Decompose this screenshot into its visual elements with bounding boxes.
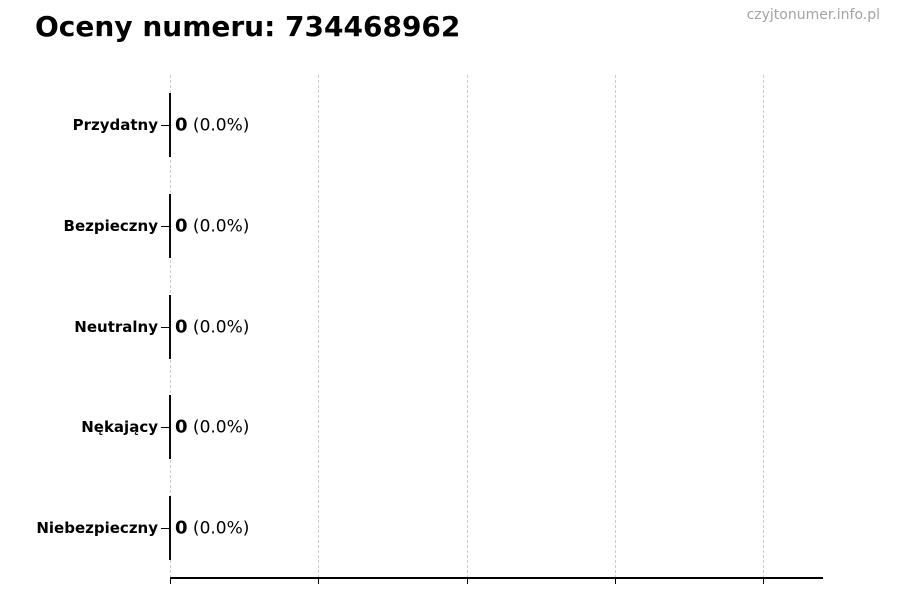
plot-area: Przydatny 0 (0.0%) Bezpieczny 0 (0.0%) Neutr…	[36, 75, 823, 584]
category-label: Niebezpieczny	[36, 518, 158, 537]
category-label: Nękający	[81, 418, 158, 437]
gridline	[763, 75, 764, 578]
value-annotation: 0 (0.0%)	[175, 115, 249, 136]
y-axis-tick	[161, 427, 169, 428]
bar-zero-value	[169, 193, 171, 258]
x-axis-tick	[318, 579, 319, 584]
bar-zero-value	[169, 395, 171, 460]
value-annotation: 0 (0.0%)	[175, 517, 249, 538]
gridline	[467, 75, 468, 578]
chart-title: Oceny numeru: 734468962	[35, 10, 461, 43]
value-percent: (0.0%)	[187, 115, 250, 136]
category-label: Bezpieczny	[63, 216, 158, 235]
category-label: Przydatny	[72, 116, 158, 135]
value-count: 0	[175, 215, 188, 237]
gridline	[318, 75, 319, 578]
value-count: 0	[175, 517, 188, 539]
value-count: 0	[175, 316, 188, 337]
category-label: Neutralny	[74, 317, 158, 336]
x-axis-tick	[170, 579, 171, 584]
watermark: czyjtonumer.info.pl	[746, 7, 880, 23]
x-axis-tick	[467, 579, 468, 584]
value-count: 0	[175, 114, 188, 136]
y-axis-tick	[161, 125, 169, 126]
value-percent: (0.0%)	[187, 518, 250, 539]
y-axis-tick	[161, 528, 169, 529]
x-axis-line	[170, 577, 823, 579]
bar-zero-value	[169, 495, 171, 560]
bar-zero-value	[169, 93, 171, 158]
x-axis-tick	[763, 579, 764, 584]
value-annotation: 0 (0.0%)	[175, 417, 249, 438]
x-axis-tick	[615, 579, 616, 584]
bar-zero-value	[169, 294, 171, 359]
value-percent: (0.0%)	[187, 317, 250, 337]
value-annotation: 0 (0.0%)	[175, 316, 249, 337]
value-annotation: 0 (0.0%)	[175, 215, 249, 236]
y-axis-tick	[161, 327, 169, 328]
value-count: 0	[175, 416, 188, 438]
value-percent: (0.0%)	[187, 216, 250, 237]
gridline	[615, 75, 616, 578]
value-percent: (0.0%)	[187, 417, 250, 438]
y-axis-tick	[161, 226, 169, 227]
